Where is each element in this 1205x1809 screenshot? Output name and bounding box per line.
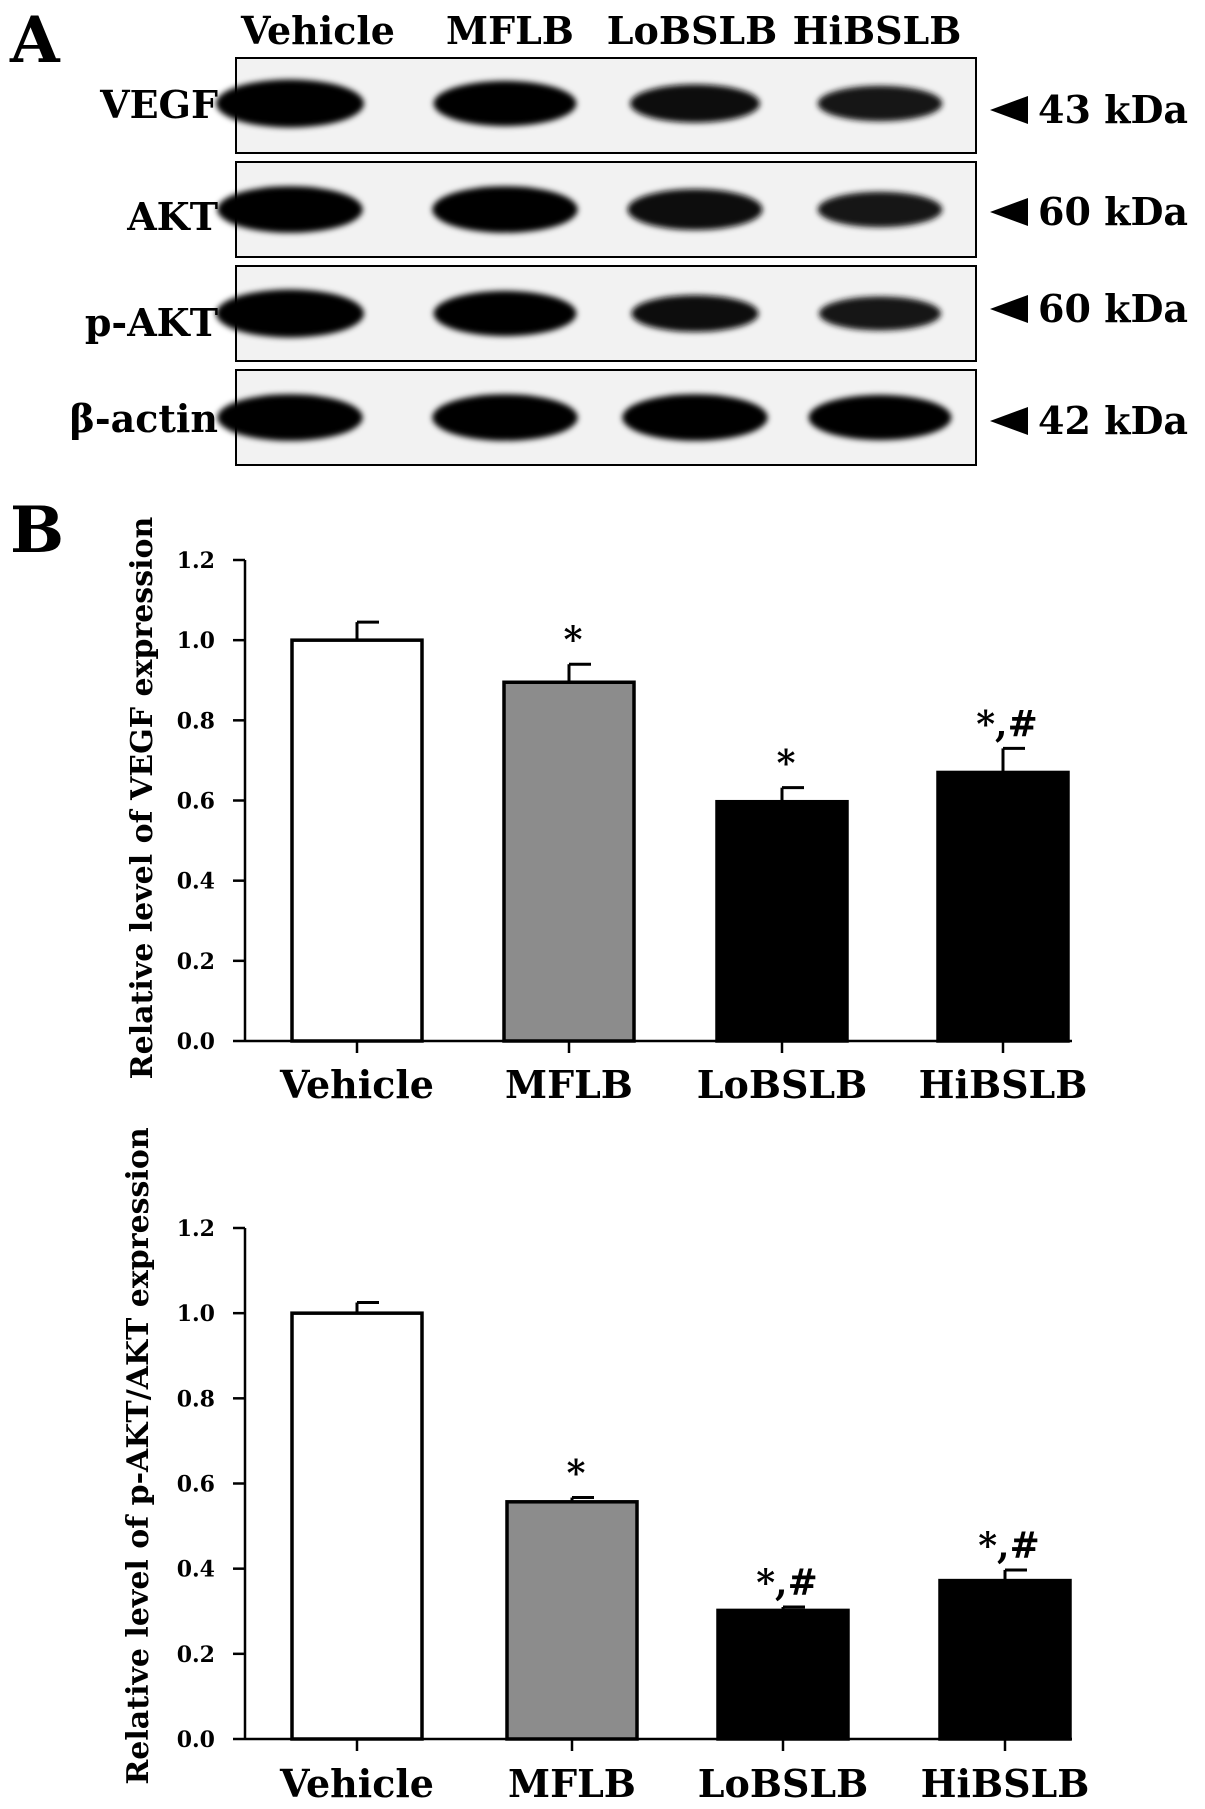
y-tick-label: 0.0 — [177, 1029, 215, 1055]
chart-axes: 0.0 0.2 0.4 0.6 0.8 1.0 1.2 Vehicle MFLB LoBSLB Hi… — [177, 548, 1088, 1107]
significance-label-lobslb: *,# — [756, 1562, 818, 1604]
lane-label-lobslb: LoBSLB — [607, 8, 777, 53]
mw-marker-akt: 60 kDa — [1038, 189, 1188, 234]
y-tick-label: 0.4 — [177, 869, 215, 895]
significance-label-hibslb: *,# — [976, 703, 1038, 745]
blot-row-beta-actin: β-actin 42 kDa — [70, 369, 1188, 466]
x-tick-label-lobslb: LoBSLB — [697, 1062, 867, 1107]
y-tick-label: 0.2 — [177, 949, 215, 975]
band-actin-vehicle — [217, 394, 363, 441]
band-akt-hibslb — [817, 191, 943, 228]
significance-label-hibslb: *,# — [978, 1525, 1040, 1567]
arrowhead-icon — [990, 295, 1028, 323]
band-group — [216, 79, 943, 128]
y-tick-label: 0.8 — [177, 708, 215, 734]
mw-marker-vegf: 43 kDa — [1038, 87, 1188, 132]
lane-label-hibslb: HiBSLB — [793, 8, 962, 53]
y-tick-label: 0.8 — [177, 1386, 215, 1412]
bar-lobslb — [716, 1608, 850, 1741]
band-vegf-mflb — [433, 80, 577, 127]
x-tick-label-lobslb: LoBSLB — [698, 1761, 868, 1806]
band-vegf-lobslb — [630, 84, 760, 123]
blot-row-vegf: VEGF 43 kDa — [99, 57, 1188, 154]
band-actin-hibslb — [808, 394, 952, 441]
bar-hibslb — [936, 770, 1070, 1043]
bar-vehicle — [290, 638, 424, 1043]
chart-p-akt-akt: 0.0 0.2 0.4 0.6 0.8 1.0 1.2 Vehicle MFLB LoBSLB Hi… — [121, 1127, 1089, 1806]
band-p-akt-mflb — [433, 290, 577, 337]
lane-label-mflb: MFLB — [446, 8, 574, 53]
band-p-akt-hibslb — [819, 296, 941, 331]
y-tick-label: 0.0 — [177, 1727, 215, 1753]
y-tick-label: 0.6 — [177, 1472, 215, 1498]
y-tick-label: 0.4 — [177, 1557, 215, 1583]
band-actin-lobslb — [622, 394, 768, 441]
y-axis-label: Relative level of p-AKT/AKT expression — [121, 1127, 156, 1784]
x-tick-label-hibslb: HiBSLB — [919, 1062, 1088, 1107]
protein-label-akt: AKT — [126, 194, 218, 239]
significance-label-mflb: * — [567, 1453, 586, 1495]
bar-mflb — [505, 1500, 639, 1741]
blot-row-p-akt: p-AKT 60 kDa — [85, 265, 1188, 362]
x-tick-label-mflb: MFLB — [505, 1062, 633, 1107]
band-p-akt-lobslb — [631, 295, 759, 332]
band-vegf-vehicle — [216, 79, 364, 128]
y-tick-label: 1.0 — [177, 628, 215, 654]
band-akt-lobslb — [627, 189, 763, 230]
band-group — [217, 394, 952, 441]
lane-labels: Vehicle MFLB LoBSLB HiBSLB — [240, 8, 961, 53]
protein-label-vegf: VEGF — [99, 82, 218, 127]
lane-label-vehicle: Vehicle — [240, 8, 395, 53]
panel-a-label: A — [9, 3, 61, 78]
y-tick-label: 0.2 — [177, 1642, 215, 1668]
significance-label-lobslb: * — [777, 743, 796, 785]
band-actin-mflb — [432, 394, 578, 441]
bar-vehicle — [290, 1311, 424, 1741]
y-axis-label: Relative level of VEGF expression — [125, 517, 160, 1080]
protein-label-beta-actin: β-actin — [70, 396, 218, 441]
y-tick-label: 1.0 — [177, 1301, 215, 1327]
arrowhead-icon — [990, 407, 1028, 435]
y-tick-label: 1.2 — [177, 1216, 215, 1242]
bar-lobslb — [715, 799, 849, 1043]
significance-label-mflb: * — [564, 619, 583, 661]
chart-bars: * *,# *,# — [290, 1301, 1072, 1741]
chart-bars: * * *,# — [290, 619, 1070, 1043]
x-tick-label-vehicle: Vehicle — [279, 1062, 434, 1107]
x-tick-label-mflb: MFLB — [508, 1761, 636, 1806]
chart-vegf: 0.0 0.2 0.4 0.6 0.8 1.0 1.2 Vehicle MFLB LoBSLB Hi… — [125, 517, 1087, 1107]
band-group — [217, 186, 943, 233]
blot-row-akt: AKT 60 kDa — [126, 161, 1188, 258]
x-tick-label-hibslb: HiBSLB — [921, 1761, 1090, 1806]
band-group — [216, 289, 941, 338]
arrowhead-icon — [990, 96, 1028, 124]
band-p-akt-vehicle — [216, 289, 364, 338]
bar-mflb — [502, 680, 636, 1043]
panel-b-label: B — [10, 493, 64, 568]
protein-label-p-akt: p-AKT — [85, 300, 218, 345]
chart-axes: 0.0 0.2 0.4 0.6 0.8 1.0 1.2 Vehicle MFLB LoBSLB Hi… — [177, 1216, 1090, 1806]
mw-marker-p-akt: 60 kDa — [1038, 286, 1188, 331]
x-tick-label-vehicle: Vehicle — [279, 1761, 434, 1806]
band-vegf-hibslb — [817, 85, 943, 122]
band-akt-vehicle — [217, 186, 363, 233]
arrowhead-icon — [990, 198, 1028, 226]
mw-marker-beta-actin: 42 kDa — [1038, 398, 1188, 443]
band-akt-mflb — [432, 186, 578, 233]
bar-hibslb — [938, 1578, 1072, 1741]
y-tick-label: 1.2 — [177, 548, 215, 574]
y-tick-label: 0.6 — [177, 789, 215, 815]
